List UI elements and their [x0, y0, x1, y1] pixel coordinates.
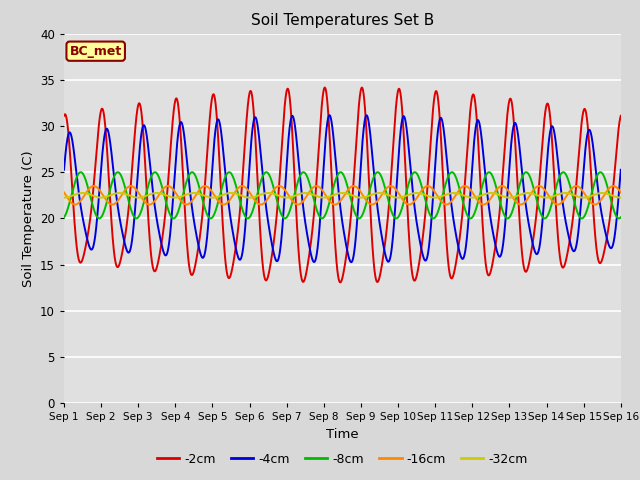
-8cm [406, 175, 414, 181]
-32cm [617, 195, 625, 201]
-16cm [617, 190, 625, 195]
-4cm [348, 259, 355, 265]
-8cm [216, 193, 223, 199]
-2cm [337, 279, 344, 285]
-16cm [180, 201, 188, 206]
-2cm [407, 257, 415, 263]
-32cm [216, 193, 223, 199]
Line: -4cm: -4cm [64, 115, 621, 262]
-4cm [617, 167, 625, 173]
-2cm [216, 159, 223, 165]
-16cm [564, 191, 572, 196]
-4cm [397, 125, 404, 131]
-32cm [60, 195, 68, 201]
-16cm [71, 202, 79, 207]
-4cm [179, 126, 187, 132]
-32cm [180, 193, 188, 199]
-32cm [564, 191, 572, 196]
Line: -16cm: -16cm [64, 186, 621, 204]
-2cm [60, 113, 68, 119]
-16cm [60, 190, 68, 195]
-16cm [609, 183, 617, 189]
-2cm [564, 246, 572, 252]
-2cm [321, 84, 329, 90]
-32cm [406, 191, 414, 197]
-32cm [617, 195, 625, 201]
-16cm [397, 194, 404, 200]
-2cm [179, 178, 187, 183]
Title: Soil Temperatures Set B: Soil Temperatures Set B [251, 13, 434, 28]
-4cm [617, 168, 625, 174]
-32cm [397, 194, 404, 200]
-8cm [77, 169, 84, 175]
X-axis label: Time: Time [326, 428, 358, 441]
-4cm [60, 167, 68, 173]
-8cm [60, 215, 68, 220]
-2cm [397, 94, 404, 100]
-4cm [216, 119, 223, 125]
-2cm [617, 113, 625, 119]
-8cm [564, 177, 572, 182]
-4cm [564, 231, 572, 237]
Line: -8cm: -8cm [64, 172, 621, 218]
-8cm [180, 190, 188, 196]
-16cm [406, 202, 414, 207]
Legend: -2cm, -4cm, -8cm, -16cm, -32cm: -2cm, -4cm, -8cm, -16cm, -32cm [152, 448, 533, 471]
-4cm [326, 112, 333, 118]
-16cm [617, 189, 625, 195]
Line: -32cm: -32cm [64, 193, 621, 198]
-16cm [216, 200, 223, 205]
-4cm [407, 167, 415, 173]
Y-axis label: Soil Temperature (C): Soil Temperature (C) [22, 150, 35, 287]
-8cm [617, 215, 625, 220]
-32cm [79, 190, 86, 196]
-8cm [615, 216, 623, 221]
-8cm [397, 209, 404, 215]
-8cm [617, 215, 625, 220]
-2cm [617, 113, 625, 119]
Text: BC_met: BC_met [70, 45, 122, 58]
Line: -2cm: -2cm [64, 87, 621, 282]
